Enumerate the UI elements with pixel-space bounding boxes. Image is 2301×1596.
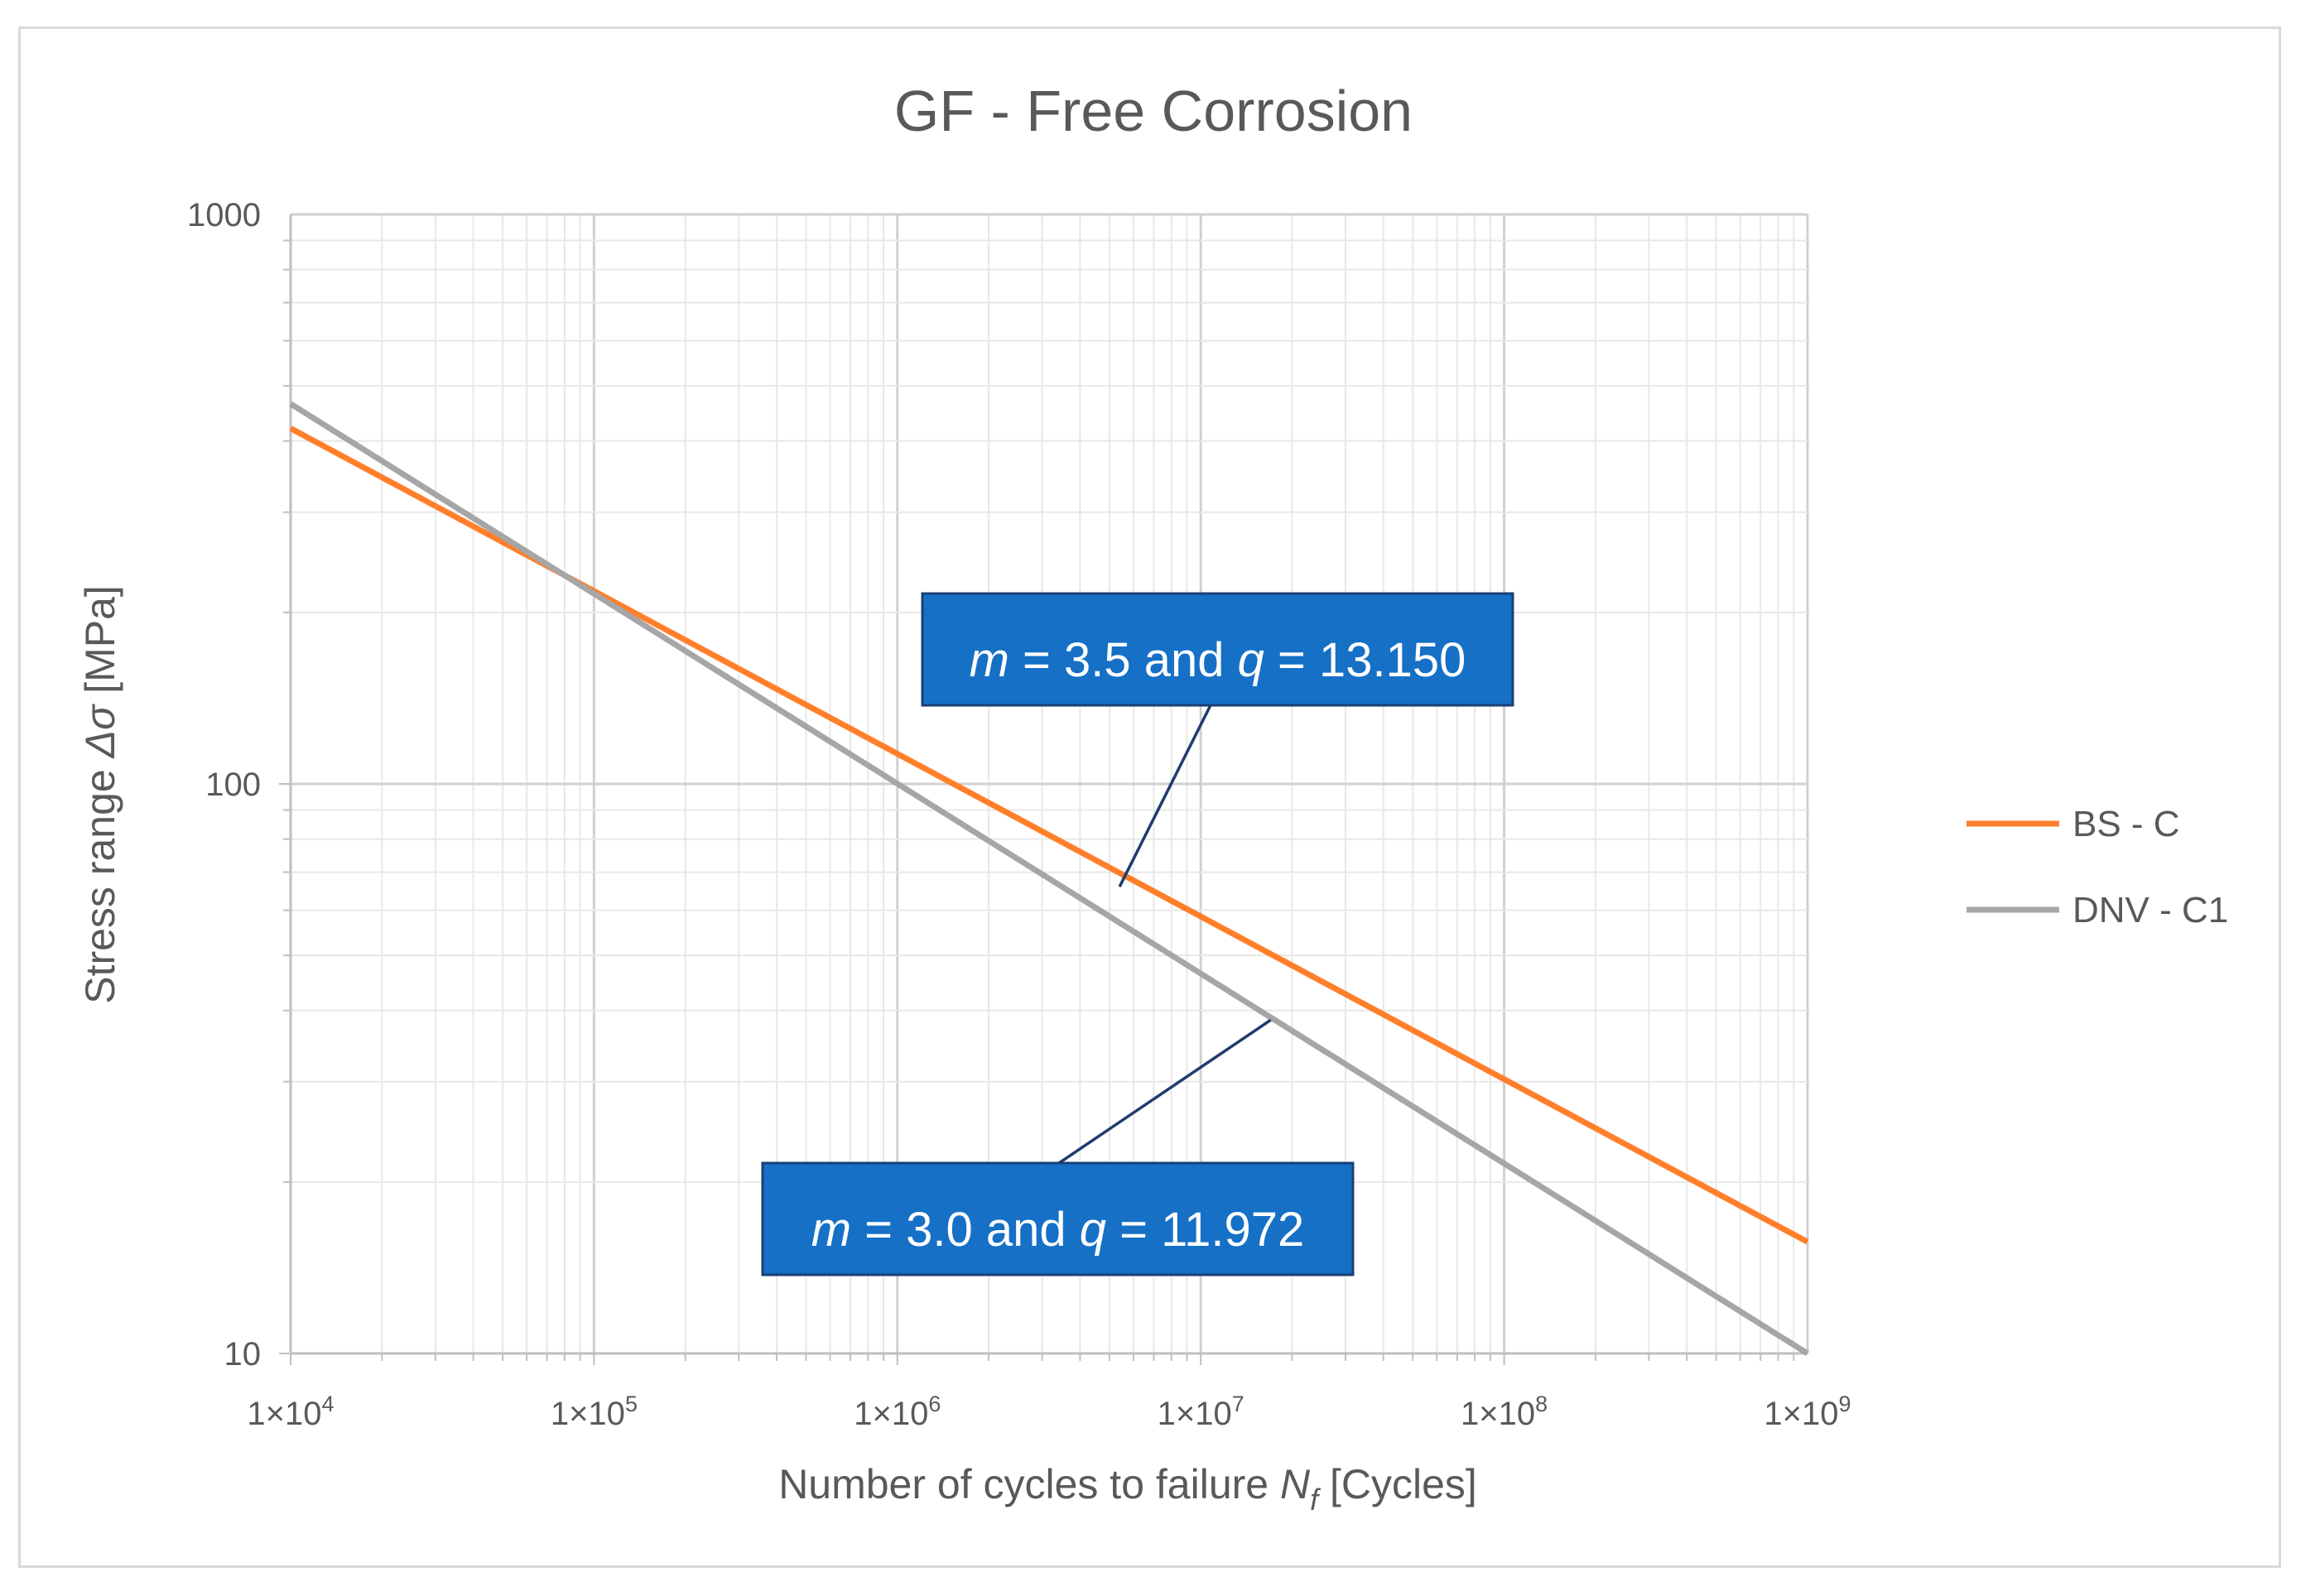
annotation-q-value: = 11.972 [1106, 1203, 1304, 1257]
x-tick-exponent: 8 [1535, 1392, 1548, 1416]
x-tick-label: 1×107 [1158, 1392, 1244, 1432]
annotation-m-symbol: m [811, 1203, 851, 1257]
x-tick-exponent: 7 [1232, 1392, 1244, 1416]
legend-label: BS - C [2072, 804, 2180, 844]
annotation-leader-line [1058, 1018, 1272, 1165]
series-line-dnv-c1 [289, 401, 1809, 1356]
chart-title: GF - Free Corrosion [894, 79, 1413, 143]
annotation-q-symbol: q [1080, 1203, 1106, 1257]
x-tick-exponent: 5 [625, 1392, 638, 1416]
legend: BS - C DNV - C1 [1966, 804, 2228, 930]
y-tick-label: 10 [224, 1336, 262, 1372]
x-axis-label: Number of cycles to failure Nf [Cycles] [778, 1461, 1477, 1517]
series-layer [289, 401, 1809, 1356]
y-axis-label: Stress range Δσ [MPa] [77, 585, 123, 1004]
annotation-m-symbol: m [970, 633, 1009, 687]
annotation-callout: m = 3.0 and q = 11.972 [761, 1018, 1355, 1276]
x-tick-exponent: 9 [1839, 1392, 1851, 1416]
annotation-box [761, 1161, 1355, 1276]
annotation-q-value: = 13.150 [1264, 633, 1466, 687]
annotation-text: m = 3.0 and q = 11.972 [811, 1203, 1305, 1257]
annotation-text: m = 3.5 and q = 13.150 [970, 633, 1466, 687]
y-axis-label-prefix: Stress range [77, 757, 123, 1003]
x-tick-base: 1×10 [854, 1396, 928, 1432]
annotation-callout: m = 3.5 and q = 13.150 [921, 592, 1514, 887]
legend-label: DNV - C1 [2072, 890, 2228, 930]
x-axis-label-prefix: Number of cycles to failure [778, 1461, 1280, 1507]
legend-item: DNV - C1 [1966, 890, 2228, 930]
chart-frame: m = 3.5 and q = 13.150 m = 3.0 and q = 11… [18, 26, 2281, 1568]
annotation-q-symbol: q [1238, 633, 1264, 687]
series-line-bs-c [289, 425, 1809, 1245]
x-tick-base: 1×10 [247, 1396, 321, 1432]
annotation-m-value: = 3.5 and [1009, 633, 1238, 687]
annotation-leader-line [1118, 704, 1212, 887]
y-tick-label: 100 [205, 767, 261, 803]
x-tick-exponent: 4 [322, 1392, 335, 1416]
x-tick-label: 1×108 [1461, 1392, 1548, 1432]
x-tick-base: 1×10 [1764, 1396, 1838, 1432]
y-tick-label: 1000 [187, 197, 261, 233]
x-tick-label: 1×109 [1764, 1392, 1851, 1432]
x-tick-base: 1×10 [1461, 1396, 1535, 1432]
annotation-box [921, 592, 1514, 707]
x-tick-label: 1×104 [247, 1392, 334, 1432]
annotation-m-value: = 3.0 and [851, 1203, 1080, 1257]
x-axis-label-symbol: N [1280, 1461, 1311, 1507]
x-tick-label: 1×106 [854, 1392, 941, 1432]
x-tick-label: 1×105 [551, 1392, 638, 1432]
x-tick-exponent: 6 [928, 1392, 941, 1416]
y-axis-label-symbol: Δσ [77, 704, 123, 759]
y-axis-label-suffix: [MPa] [77, 585, 123, 704]
legend-item: BS - C [1966, 804, 2180, 844]
x-tick-base: 1×10 [1158, 1396, 1232, 1432]
x-tick-base: 1×10 [551, 1396, 625, 1432]
x-axis-label-suffix: [Cycles] [1318, 1461, 1477, 1507]
